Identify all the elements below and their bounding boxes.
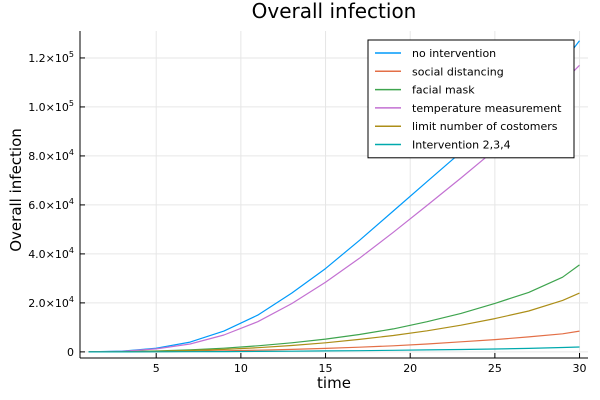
legend-label: social distancing (412, 65, 504, 78)
x-tick-label: 10 (234, 362, 248, 375)
y-tick-label: 4.0×104 (28, 246, 74, 261)
x-axis-label: time (317, 374, 351, 392)
x-tick-label: 30 (573, 362, 587, 375)
chart-title: Overall infection (252, 0, 417, 23)
y-tick-label: 6.0×104 (28, 197, 74, 212)
legend-label: limit number of costomers (412, 120, 558, 133)
y-tick-label: 1.0×105 (28, 99, 74, 114)
legend-box (367, 39, 575, 159)
legend-label: no intervention (412, 47, 496, 60)
axes: 5 10 15 20 25 30 0 2.0×104 4.0×104 6.0×104 8.0×104… (28, 31, 588, 375)
x-tick-label: 25 (488, 362, 502, 375)
legend-label: Intervention 2,3,4 (412, 139, 511, 152)
series-line (88, 346, 580, 353)
legend: no intervention social distancing facial m… (367, 39, 575, 159)
y-axis-label: Overall infection (7, 128, 25, 252)
series-line (88, 292, 580, 353)
y-tick-label: 2.0×104 (28, 295, 74, 310)
legend-label: temperature measurement (412, 102, 562, 115)
x-tick-label: 20 (403, 362, 417, 375)
x-tick-label: 5 (153, 362, 160, 375)
y-tick-label: 0 (67, 346, 74, 359)
series-group (88, 40, 580, 353)
x-tick-label: 15 (319, 362, 333, 375)
y-tick-label: 8.0×104 (28, 148, 74, 163)
y-tick-label: 1.2×105 (28, 50, 74, 65)
legend-label: facial mask (412, 84, 475, 97)
